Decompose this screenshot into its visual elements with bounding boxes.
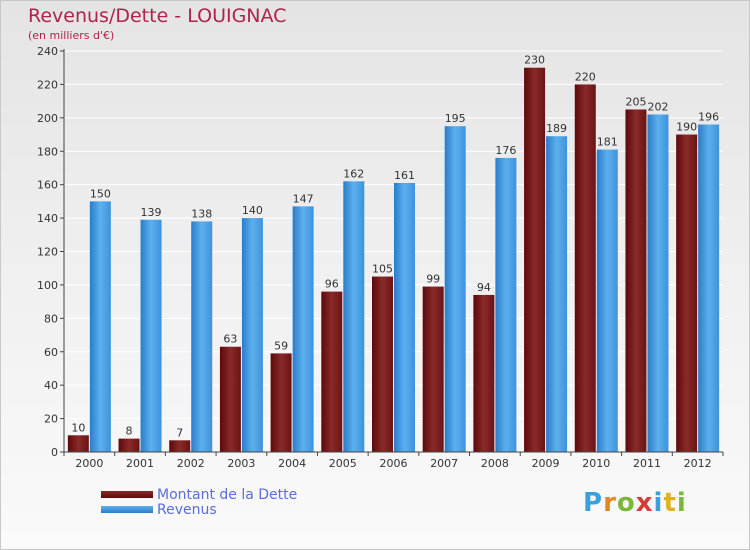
debt-value-label: 94 [477, 281, 491, 294]
debt-bar [625, 109, 647, 453]
debt-value-label: 230 [524, 54, 545, 67]
x-tick-label: 2005 [329, 457, 357, 470]
revenue-value-label: 140 [242, 204, 263, 217]
debt-bar [422, 286, 444, 452]
logo-letter: r [603, 488, 617, 518]
revenue-value-label: 195 [445, 112, 466, 125]
x-tick-label: 2003 [227, 457, 255, 470]
revenue-bar [394, 182, 415, 452]
debt-bar [676, 134, 698, 452]
revenue-value-label: 176 [495, 144, 516, 157]
logo-letter: i [676, 488, 687, 518]
debt-value-label: 220 [575, 70, 596, 83]
y-tick-label: 240 [37, 45, 58, 58]
debt-value-label: 99 [426, 273, 440, 286]
revenue-bar [546, 136, 568, 452]
x-tick-label: 2001 [126, 457, 154, 470]
revenue-bar [241, 218, 263, 452]
revenue-value-label: 139 [141, 206, 162, 219]
debt-value-label: 96 [325, 278, 339, 291]
revenue-bar [140, 219, 162, 452]
revenue-value-label: 189 [546, 122, 567, 135]
debt-value-label: 105 [372, 263, 393, 276]
bar-chart: 0 20 40 60 80 100 120 140 160 180 200 220 240 10 150 20… [37, 45, 724, 470]
debt-value-label: 59 [274, 339, 288, 352]
legend-label-debt: Montant de la Dette [157, 486, 298, 503]
revenue-value-label: 161 [394, 169, 415, 182]
revenue-bar [89, 201, 111, 452]
logo-letter: t [663, 488, 677, 518]
debt-value-label: 7 [176, 426, 183, 439]
x-tick-label: 2004 [278, 457, 306, 470]
x-tick-label: 2006 [380, 457, 408, 470]
debt-value-label: 8 [126, 425, 133, 438]
debt-value-label: 205 [625, 95, 646, 108]
x-tick-label: 2009 [532, 457, 560, 470]
debt-bar [372, 276, 393, 452]
y-tick-label: 180 [37, 145, 58, 158]
revenue-bar [191, 221, 213, 452]
y-tick-label: 120 [37, 246, 58, 259]
debt-bar [321, 291, 343, 452]
revenue-bar [596, 149, 618, 452]
y-tick-label: 80 [44, 312, 58, 325]
revenue-bar [444, 126, 466, 452]
revenue-bar [698, 124, 720, 453]
legend-item-revenue: Revenus [101, 501, 297, 518]
revenue-value-label: 196 [698, 111, 719, 124]
debt-bar [219, 346, 241, 452]
y-tick-label: 160 [37, 179, 58, 192]
x-tick-label: 2011 [633, 457, 661, 470]
logo-letter: x [635, 488, 654, 518]
debt-bar [473, 294, 495, 452]
debt-value-label: 10 [71, 421, 85, 434]
chart-subtitle: (en milliers d'€) [28, 29, 115, 42]
logo-letter: P [583, 488, 604, 518]
debt-value-label: 63 [223, 333, 237, 346]
legend: Montant de la Dette Revenus [101, 486, 298, 518]
logo-letter: i [653, 488, 664, 518]
proxiti-logo: Proxiti [583, 488, 687, 518]
revenue-value-label: 202 [647, 100, 668, 113]
debt-bar [270, 353, 292, 452]
revenue-bar [495, 157, 517, 452]
debt-bar [118, 438, 140, 452]
x-tick-label: 2010 [582, 457, 610, 470]
x-tick-label: 2012 [684, 457, 712, 470]
y-tick-label: 40 [44, 379, 58, 392]
debt-bar [67, 435, 89, 452]
y-tick-label: 20 [44, 413, 58, 426]
y-tick-label: 220 [37, 78, 58, 91]
debt-bar [169, 440, 191, 452]
y-tick-label: 140 [37, 212, 58, 225]
x-tick-label: 2007 [430, 457, 458, 470]
debt-bar [574, 84, 596, 453]
revenue-value-label: 138 [191, 207, 212, 220]
revenue-value-label: 181 [597, 136, 618, 149]
x-tick-label: 2008 [481, 457, 509, 470]
revenue-value-label: 162 [343, 167, 364, 180]
debt-value-label: 190 [676, 121, 697, 134]
revenue-bar [647, 114, 669, 452]
revenue-bar [292, 206, 314, 452]
legend-label-revenue: Revenus [157, 501, 217, 518]
revenue-bar [343, 181, 365, 452]
legend-swatch-debt [101, 491, 153, 498]
revenue-value-label: 150 [90, 187, 111, 200]
chart-title: Revenus/Dette - LOUIGNAC [28, 5, 287, 27]
debt-bar [524, 67, 546, 452]
y-tick-label: 100 [37, 279, 58, 292]
revenue-value-label: 147 [293, 192, 314, 205]
x-tick-label: 2002 [177, 457, 205, 470]
logo-letter: o [616, 488, 636, 518]
y-tick-label: 60 [44, 346, 58, 359]
y-tick-label: 0 [51, 446, 58, 459]
x-tick-label: 2000 [75, 457, 103, 470]
y-tick-label: 200 [37, 112, 58, 125]
legend-swatch-revenue [101, 506, 153, 513]
legend-item-debt: Montant de la Dette [101, 486, 298, 503]
